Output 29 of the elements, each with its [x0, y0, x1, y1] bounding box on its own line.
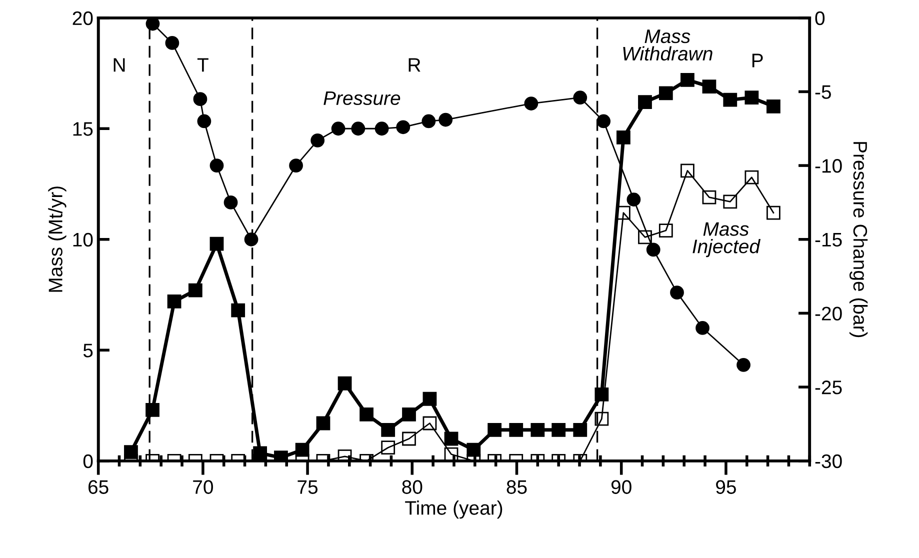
annotation: P	[752, 54, 763, 68]
y-tick-label: 20	[72, 11, 93, 26]
y2-tick-label: -30	[815, 454, 842, 468]
x-tick-label: 90	[611, 480, 632, 494]
series-label: Pressure	[324, 91, 400, 106]
x-tick-label: 65	[88, 480, 108, 494]
y2-tick-label: 0	[815, 11, 825, 26]
series-label: Mass Withdrawn	[623, 30, 712, 61]
x-tick-label: 95	[716, 480, 736, 494]
x-axis-title: Time (year)	[405, 500, 502, 519]
y-tick-label: 0	[83, 454, 93, 468]
y-tick-label: 5	[83, 344, 93, 358]
y-tick-label: 10	[73, 232, 93, 247]
annotation: R	[408, 58, 420, 72]
series-label: Mass Injected	[692, 222, 761, 258]
y-tick-label: 15	[73, 122, 93, 136]
y2-tick-label: -25	[815, 380, 842, 394]
y2-tick-label: -5	[815, 85, 831, 99]
y2-tick-label: -15	[815, 233, 842, 247]
y2-tick-label: -20	[815, 306, 842, 320]
y2-tick-label: -10	[815, 159, 842, 173]
annotation: N	[114, 58, 125, 72]
x-tick-label: 80	[402, 480, 422, 494]
y-axis-title: Mass (Mt/yr)	[48, 186, 66, 292]
x-tick-label: 75	[298, 480, 318, 494]
x-tick-label: 70	[193, 480, 213, 494]
annotation: T	[197, 58, 208, 72]
x-tick-label: 85	[506, 480, 527, 494]
y2-axis-title: Pressure Change (bar)	[849, 142, 868, 338]
